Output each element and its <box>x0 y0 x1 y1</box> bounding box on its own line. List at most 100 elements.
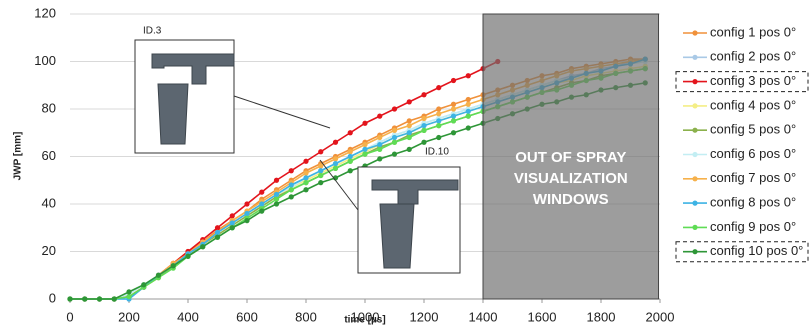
data-point <box>407 135 412 140</box>
y-tick-label: 0 <box>49 290 56 305</box>
data-point <box>215 225 220 230</box>
data-point <box>348 149 353 154</box>
inset-label: ID.10 <box>425 147 449 158</box>
data-point <box>171 263 176 268</box>
data-point <box>274 178 279 183</box>
legend-marker <box>692 79 697 84</box>
data-point <box>303 175 308 180</box>
legend-marker <box>692 201 697 206</box>
x-tick-label: 2000 <box>646 309 675 324</box>
data-point <box>259 201 264 206</box>
legend-label: config 5 pos 0° <box>710 122 796 137</box>
legend-label: config 8 pos 0° <box>710 195 796 210</box>
legend-marker <box>692 225 697 230</box>
data-point <box>421 92 426 97</box>
data-point <box>451 114 456 119</box>
data-point <box>421 123 426 128</box>
x-tick-label: 1400 <box>469 309 498 324</box>
data-point <box>230 213 235 218</box>
data-point <box>348 130 353 135</box>
data-point <box>362 147 367 152</box>
x-tick-label: 600 <box>236 309 258 324</box>
shaded-region-label: VISUALIZATION <box>514 170 628 187</box>
data-point <box>451 118 456 123</box>
data-point <box>156 273 161 278</box>
data-point <box>362 152 367 157</box>
data-point <box>392 106 397 111</box>
data-point <box>451 102 456 107</box>
chart: JWP [mm] time [µs] 020406080100120020040… <box>0 0 811 331</box>
data-point <box>348 154 353 159</box>
data-point <box>436 118 441 123</box>
data-point <box>230 225 235 230</box>
data-point <box>333 166 338 171</box>
data-point <box>407 118 412 123</box>
legend-label: config 6 pos 0° <box>710 146 796 161</box>
data-point <box>318 149 323 154</box>
y-tick-label: 40 <box>42 195 56 210</box>
data-point <box>451 106 456 111</box>
y-tick-label: 100 <box>34 53 56 68</box>
x-tick-label: 200 <box>118 309 140 324</box>
x-tick-label: 800 <box>295 309 317 324</box>
data-point <box>215 230 220 235</box>
data-point <box>466 102 471 107</box>
data-point <box>436 106 441 111</box>
data-point <box>466 109 471 114</box>
legend-label: config 2 pos 0° <box>710 49 796 64</box>
legend-label: config 10 pos 0° <box>710 243 803 258</box>
legend-label: config 1 pos 0° <box>710 24 796 39</box>
legend-marker <box>692 55 697 60</box>
data-point <box>436 111 441 116</box>
data-point <box>141 282 146 287</box>
data-point <box>421 140 426 145</box>
inset-id3: ID.3 <box>135 26 330 153</box>
data-point <box>377 147 382 152</box>
data-point <box>377 156 382 161</box>
y-tick-label: 20 <box>42 243 56 258</box>
y-axis-label: JWP [mm] <box>13 132 24 181</box>
legend-marker <box>692 249 697 254</box>
data-point <box>289 168 294 173</box>
data-point <box>215 235 220 240</box>
shaded-region-label: WINDOWS <box>533 191 609 208</box>
data-point <box>303 180 308 185</box>
shaded-region-label: OUT OF SPRAY <box>515 149 626 166</box>
data-point <box>259 190 264 195</box>
data-point <box>244 211 249 216</box>
legend: config 1 pos 0° config 2 pos 0° config 3 p… <box>676 24 808 261</box>
data-point <box>289 182 294 187</box>
legend-marker <box>692 152 697 157</box>
x-tick-label: 1600 <box>528 309 557 324</box>
data-point <box>377 135 382 140</box>
data-point <box>407 147 412 152</box>
data-point <box>466 73 471 78</box>
data-point <box>82 296 87 301</box>
data-point <box>318 168 323 173</box>
data-point <box>303 171 308 176</box>
legend-label: config 7 pos 0° <box>710 170 796 185</box>
data-point <box>392 128 397 133</box>
data-point <box>289 187 294 192</box>
data-point <box>318 180 323 185</box>
data-point <box>289 194 294 199</box>
data-point <box>436 135 441 140</box>
inset-label: ID.3 <box>143 26 162 37</box>
x-tick-label: 0 <box>66 309 73 324</box>
y-tick-label: 120 <box>34 5 56 20</box>
data-point <box>274 197 279 202</box>
data-point <box>303 159 308 164</box>
data-point <box>333 140 338 145</box>
legend-marker <box>692 30 697 35</box>
data-point <box>200 244 205 249</box>
data-point <box>97 296 102 301</box>
data-point <box>436 123 441 128</box>
data-point <box>392 152 397 157</box>
data-point <box>377 142 382 147</box>
data-point <box>466 97 471 102</box>
data-point <box>112 296 117 301</box>
legend-label: config 3 pos 0° <box>710 73 796 88</box>
data-point <box>333 161 338 166</box>
data-point <box>407 130 412 135</box>
